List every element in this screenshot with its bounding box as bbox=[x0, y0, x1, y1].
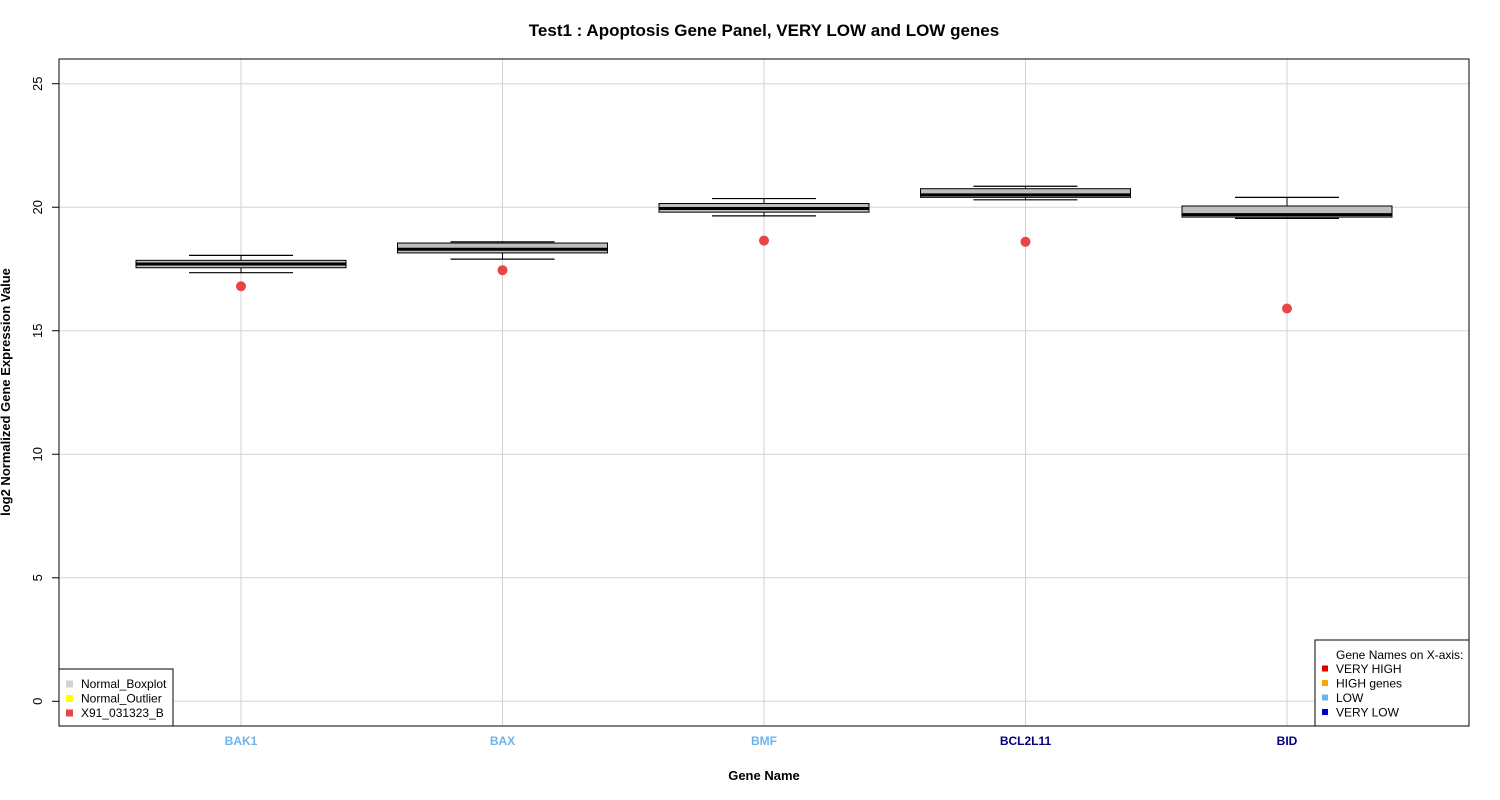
box-bcl2l11 bbox=[920, 188, 1131, 198]
sample-point bbox=[1282, 303, 1292, 314]
legend-left-swatch bbox=[66, 709, 73, 717]
legend-right-label: LOW bbox=[1336, 691, 1364, 705]
box-bid bbox=[1181, 205, 1393, 218]
y-tick-label: 10 bbox=[30, 447, 45, 461]
legend-right-title: Gene Names on X-axis: bbox=[1336, 648, 1463, 662]
y-axis: 0 5 10 15 20 25 bbox=[30, 76, 60, 705]
y-tick-label: 25 bbox=[30, 76, 45, 90]
y-tick-label: 15 bbox=[30, 324, 45, 338]
chart-title: Test1 : Apoptosis Gene Panel, VERY LOW a… bbox=[529, 21, 999, 40]
legend-right-swatch bbox=[1322, 694, 1328, 701]
sample-point bbox=[236, 281, 246, 292]
x-tick-label: BID bbox=[1277, 734, 1298, 748]
legend-left-swatch bbox=[66, 695, 73, 702]
data-layer bbox=[135, 185, 1393, 314]
x-tick-label: BAK1 bbox=[225, 734, 258, 748]
legend-right-swatch bbox=[1322, 665, 1328, 672]
x-axis: BAK1 BAX BMF BCL2L11 BID bbox=[225, 734, 1298, 748]
y-axis-label: log2 Normalized Gene Expression Value bbox=[0, 268, 13, 516]
x-axis-label: Gene Name bbox=[728, 768, 800, 783]
legend-left-label: Normal_Boxplot bbox=[81, 677, 167, 691]
grid bbox=[59, 59, 1469, 726]
legend-left-label: X91_031323_B bbox=[81, 706, 164, 720]
legend-right-label: HIGH genes bbox=[1336, 677, 1402, 691]
legend-left-label: Normal_Outlier bbox=[81, 692, 162, 706]
legend-right-label: VERY HIGH bbox=[1336, 662, 1402, 676]
y-tick-label: 5 bbox=[30, 574, 45, 581]
legend-right-swatch bbox=[1322, 680, 1328, 686]
legend-right-box bbox=[1314, 639, 1470, 727]
sample-point bbox=[1020, 236, 1031, 247]
y-tick-label: 0 bbox=[30, 698, 45, 705]
legend-left-swatch bbox=[66, 680, 73, 688]
sample-point bbox=[759, 235, 769, 246]
y-tick-label: 20 bbox=[30, 200, 45, 214]
x-tick-label: BAX bbox=[490, 734, 515, 748]
legend-right-swatch bbox=[1322, 709, 1328, 715]
x-tick-label: BCL2L11 bbox=[1000, 734, 1052, 748]
sample-point bbox=[497, 265, 508, 276]
x-tick-label: BMF bbox=[751, 734, 777, 748]
legend-right-label: VERY LOW bbox=[1336, 706, 1400, 720]
legend-left-box bbox=[58, 668, 174, 727]
